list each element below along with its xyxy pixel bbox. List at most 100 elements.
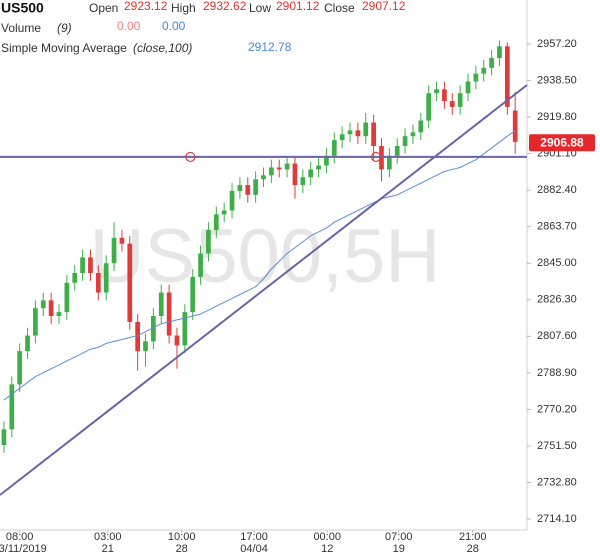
sma-label: Simple Moving Average (1, 41, 127, 55)
candle-body (221, 210, 227, 215)
candle-body (237, 185, 243, 191)
candle-body (394, 145, 400, 156)
volume-param: (9) (57, 21, 72, 35)
x-tick-sublabel: 19 (393, 543, 405, 555)
candle-body (308, 169, 314, 178)
y-tick-label: 2938.50 (537, 74, 577, 86)
candle-body (206, 230, 211, 254)
close-value: 2907.12 (362, 0, 406, 13)
x-tick-label: 07:00 (385, 531, 413, 543)
anchor-point (185, 151, 196, 163)
open-label: Open (89, 1, 118, 15)
candle-body (213, 214, 219, 231)
volume-value: 0.00 (162, 19, 186, 33)
x-tick-sublabel: 28 (176, 543, 188, 555)
candle-body (386, 155, 392, 170)
candle-body (481, 67, 487, 74)
x-tick-sublabel: 28 (467, 543, 479, 555)
candle-body (292, 163, 298, 186)
y-tick-label: 2807.60 (537, 330, 577, 342)
low-value: 2901.12 (276, 0, 320, 13)
open-value: 2923.12 (124, 0, 168, 13)
candle-body (25, 335, 30, 352)
candle-body (80, 257, 85, 274)
candle-body (40, 300, 46, 309)
y-tick-label: 2770.20 (537, 403, 577, 415)
candle-body (426, 93, 432, 121)
x-tick-label: 10:00 (168, 531, 196, 543)
high-label: High (171, 1, 196, 15)
candle-body (316, 165, 321, 170)
y-tick-label: 2732.80 (537, 476, 577, 488)
candle-body (56, 312, 62, 317)
candle-body (410, 132, 416, 137)
candle-body (166, 292, 172, 336)
candle-body (17, 351, 23, 385)
candle-body (355, 130, 361, 137)
candle-body (33, 308, 38, 336)
candle-body (489, 58, 494, 68)
y-tick-label: 2863.70 (537, 221, 577, 233)
candle-body (402, 136, 408, 146)
low-label: Low (249, 1, 271, 15)
x-tick-label: 21:00 (459, 531, 487, 543)
x-tick-label: 00:00 (313, 531, 341, 543)
candle-body (497, 46, 502, 59)
y-tick-label: 2788.90 (537, 367, 577, 379)
candle-body (253, 179, 258, 195)
candle-body (331, 140, 337, 156)
x-tick-label: 17:00 (240, 531, 268, 543)
candle-body (434, 89, 439, 94)
candle-body (174, 335, 180, 346)
candle-body (182, 312, 188, 346)
y-tick-label: 2882.40 (537, 184, 577, 196)
x-tick-sublabel: 12 (321, 543, 333, 555)
candle-body (442, 89, 447, 102)
x-tick-label: 08:00 (6, 531, 34, 543)
candle-body (363, 122, 369, 137)
x-tick-sublabel: 04/04 (240, 543, 268, 555)
candle-body (135, 321, 141, 352)
sma-param: (close,100) (133, 41, 192, 55)
candle-body (457, 93, 463, 107)
y-tick-label: 2957.20 (537, 38, 577, 50)
y-tick-label: 2714.10 (537, 513, 577, 525)
y-tick-label: 2826.30 (537, 294, 577, 306)
close-label: Close (324, 1, 355, 15)
x-tick-label: 03:00 (94, 531, 122, 543)
y-tick-label: 2919.80 (537, 111, 577, 123)
candle-body (347, 130, 353, 135)
candle-body (284, 163, 290, 170)
candle-body (473, 73, 479, 82)
anchor-point (370, 151, 382, 163)
candle-body (143, 341, 148, 352)
last-price-label: 2906.88 (540, 135, 584, 149)
candle-body (9, 384, 15, 430)
candle-body (88, 257, 93, 274)
candle-body (48, 300, 54, 317)
candle-body (245, 185, 251, 195)
candle-body (512, 110, 518, 142)
candle-body (324, 155, 329, 166)
candle-body (261, 175, 266, 180)
candle-body (95, 273, 101, 293)
sma-value: 2912.78 (248, 40, 292, 54)
candle-body (339, 134, 345, 141)
high-value: 2932.62 (203, 0, 247, 13)
candle-body (371, 122, 376, 146)
candle-body (276, 167, 282, 170)
candle-body (198, 253, 203, 277)
candle-body (64, 282, 70, 313)
candle-body (300, 177, 306, 186)
symbol: US500 (1, 0, 44, 16)
candle-body (72, 273, 78, 283)
watermark: US500,5H (90, 214, 441, 299)
volume-label: Volume (1, 21, 41, 35)
candle-body (269, 167, 274, 176)
sma-line (3, 130, 516, 401)
candle-body (111, 237, 117, 264)
candle-body (127, 243, 133, 322)
candle-body (119, 237, 125, 244)
candle-body (504, 46, 510, 107)
